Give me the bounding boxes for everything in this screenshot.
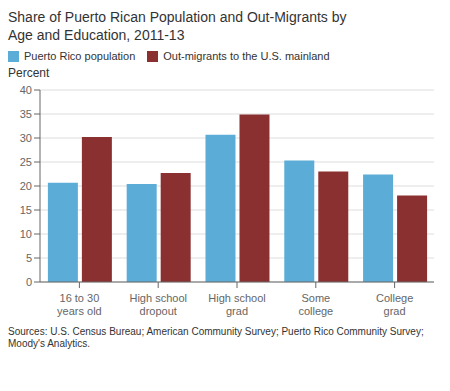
svg-text:15: 15: [20, 204, 32, 216]
html-text:Share of Puerto Rican Populati: Share of Puerto Rican Population and Out…: [8, 9, 347, 43]
svg-text:High schooldropout: High schooldropout: [129, 292, 186, 317]
svg-text:5: 5: [26, 252, 32, 264]
svg-text:High schoolgrad: High schoolgrad: [208, 292, 265, 317]
svg-text:Somecollege: Somecollege: [298, 292, 333, 317]
svg-text:30: 30: [20, 132, 32, 144]
svg-text:10: 10: [20, 228, 32, 240]
html-text:Puerto Rico population: Puerto Rico population: [24, 50, 136, 62]
svg-text:20: 20: [20, 180, 32, 192]
html-text:Sources: U.S. Census Bureau; A: Sources: U.S. Census Bureau; American Co…: [8, 326, 424, 349]
svg-text:0: 0: [26, 276, 32, 288]
svg-text:25: 25: [20, 156, 32, 168]
svg-text:35: 35: [20, 108, 32, 120]
html-text:Percent: Percent: [8, 66, 50, 80]
html-text:Out-migrants to the U.S. mainl: Out-migrants to the U.S. mainland: [163, 50, 330, 62]
svg-text:40: 40: [20, 84, 32, 96]
svg-text:Collegegrad: Collegegrad: [376, 292, 413, 317]
svg-text:16 to 30years old: 16 to 30years old: [57, 292, 102, 317]
